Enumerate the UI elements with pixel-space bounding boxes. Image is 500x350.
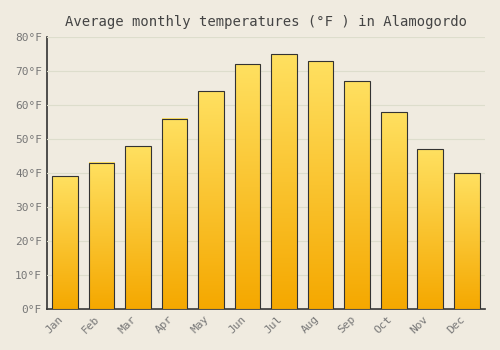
Bar: [198, 91, 224, 309]
Bar: [272, 54, 297, 309]
Bar: [126, 146, 151, 309]
Title: Average monthly temperatures (°F ) in Alamogordo: Average monthly temperatures (°F ) in Al…: [65, 15, 467, 29]
Bar: [89, 163, 114, 309]
Bar: [52, 176, 78, 309]
Bar: [308, 61, 334, 309]
Bar: [344, 81, 370, 309]
Bar: [162, 119, 188, 309]
Bar: [418, 149, 443, 309]
Bar: [381, 112, 406, 309]
Bar: [454, 173, 479, 309]
Bar: [235, 64, 260, 309]
